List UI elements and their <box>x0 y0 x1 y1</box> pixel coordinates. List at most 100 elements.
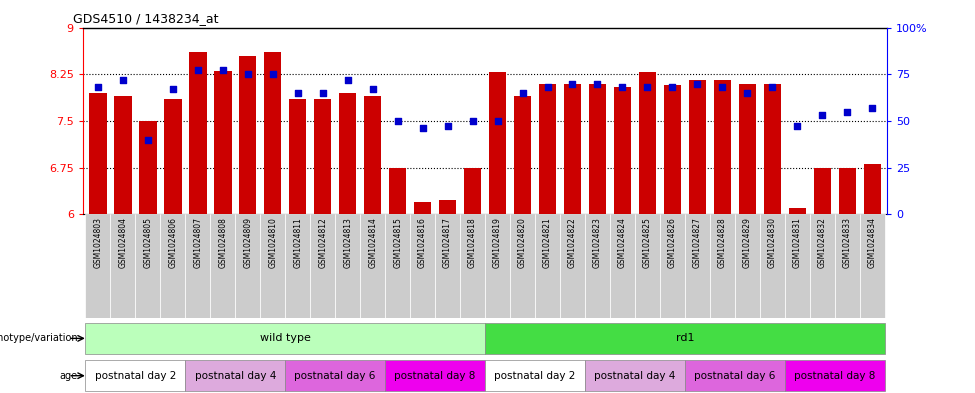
Bar <box>86 323 486 354</box>
Bar <box>286 214 310 318</box>
Text: GSM1024820: GSM1024820 <box>518 217 527 268</box>
Point <box>515 90 530 96</box>
Bar <box>589 83 606 214</box>
Bar <box>239 55 256 214</box>
Point <box>614 84 630 90</box>
Point <box>365 86 380 92</box>
Point <box>590 80 605 86</box>
Text: postnatal day 2: postnatal day 2 <box>494 371 575 381</box>
Point <box>140 136 156 143</box>
Bar <box>813 167 831 214</box>
Bar <box>785 214 810 318</box>
Bar <box>214 71 231 214</box>
Bar <box>289 99 306 214</box>
Text: GSM1024827: GSM1024827 <box>693 217 702 268</box>
Bar <box>486 360 585 391</box>
Bar <box>660 214 684 318</box>
Text: GSM1024826: GSM1024826 <box>668 217 677 268</box>
Point <box>290 90 305 96</box>
Text: postnatal day 2: postnatal day 2 <box>95 371 176 381</box>
Text: postnatal day 6: postnatal day 6 <box>294 371 376 381</box>
Point <box>440 123 455 130</box>
Point <box>265 71 281 77</box>
Point <box>214 67 230 73</box>
Bar <box>464 167 482 214</box>
Point <box>689 80 705 86</box>
Text: GSM1024811: GSM1024811 <box>293 217 302 268</box>
Bar <box>510 214 535 318</box>
Bar <box>860 214 884 318</box>
Bar <box>710 214 735 318</box>
Bar <box>185 214 211 318</box>
Text: GSM1024828: GSM1024828 <box>718 217 727 268</box>
Bar <box>714 81 731 214</box>
Bar <box>460 214 485 318</box>
Text: GSM1024825: GSM1024825 <box>643 217 652 268</box>
Bar <box>684 360 785 391</box>
Point <box>665 84 681 90</box>
Point <box>814 112 830 118</box>
Bar <box>785 360 884 391</box>
Bar <box>160 214 185 318</box>
Text: GSM1024822: GSM1024822 <box>568 217 577 268</box>
Text: GSM1024819: GSM1024819 <box>493 217 502 268</box>
Point <box>640 84 655 90</box>
Bar <box>439 200 456 214</box>
Bar <box>514 96 531 214</box>
Text: GSM1024833: GSM1024833 <box>842 217 852 268</box>
Bar <box>264 52 282 214</box>
Bar <box>688 81 706 214</box>
Point <box>165 86 180 92</box>
Text: GSM1024807: GSM1024807 <box>193 217 202 268</box>
Bar <box>739 83 756 214</box>
Point <box>790 123 805 130</box>
Bar <box>585 214 610 318</box>
Text: GSM1024808: GSM1024808 <box>218 217 227 268</box>
Bar <box>189 52 207 214</box>
Text: GSM1024812: GSM1024812 <box>318 217 328 268</box>
Bar <box>486 323 884 354</box>
Bar <box>560 214 585 318</box>
Text: GDS4510 / 1438234_at: GDS4510 / 1438234_at <box>73 12 218 25</box>
Bar <box>86 360 185 391</box>
Point <box>740 90 756 96</box>
Bar <box>410 214 435 318</box>
Text: genotype/variation: genotype/variation <box>0 333 78 343</box>
Point <box>390 118 406 124</box>
Bar <box>763 83 781 214</box>
Bar <box>539 83 557 214</box>
Point <box>315 90 331 96</box>
Text: GSM1024815: GSM1024815 <box>393 217 402 268</box>
Bar <box>260 214 286 318</box>
Point <box>715 84 730 90</box>
Text: GSM1024829: GSM1024829 <box>743 217 752 268</box>
Bar <box>235 214 260 318</box>
Bar <box>838 167 856 214</box>
Text: GSM1024809: GSM1024809 <box>243 217 253 268</box>
Text: postnatal day 8: postnatal day 8 <box>794 371 876 381</box>
Text: postnatal day 8: postnatal day 8 <box>395 371 476 381</box>
Bar <box>139 121 157 214</box>
Bar <box>86 214 110 318</box>
Bar <box>564 83 581 214</box>
Point <box>839 108 855 115</box>
Text: GSM1024831: GSM1024831 <box>793 217 801 268</box>
Bar <box>136 214 160 318</box>
Bar <box>585 360 684 391</box>
Point <box>340 77 356 83</box>
Text: GSM1024818: GSM1024818 <box>468 217 477 268</box>
Bar <box>435 214 460 318</box>
Bar <box>360 214 385 318</box>
Bar <box>488 72 506 214</box>
Text: GSM1024832: GSM1024832 <box>818 217 827 268</box>
Text: GSM1024804: GSM1024804 <box>118 217 128 268</box>
Point <box>240 71 255 77</box>
Bar <box>310 214 335 318</box>
Bar <box>485 214 510 318</box>
Text: GSM1024834: GSM1024834 <box>868 217 877 268</box>
Point <box>90 84 105 90</box>
Text: GSM1024824: GSM1024824 <box>618 217 627 268</box>
Bar <box>613 86 631 214</box>
Text: GSM1024806: GSM1024806 <box>169 217 177 268</box>
Text: GSM1024805: GSM1024805 <box>143 217 152 268</box>
